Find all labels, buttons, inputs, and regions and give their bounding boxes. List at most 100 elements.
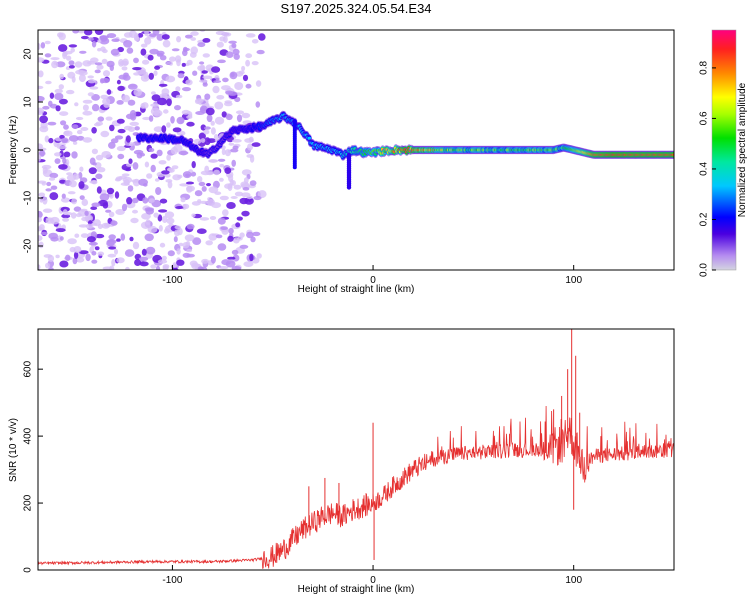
noise-blob	[61, 193, 66, 199]
noise-blob	[167, 250, 175, 257]
colorbar-tick-label: 0.4	[699, 162, 710, 176]
noise-blob	[102, 98, 111, 105]
noise-blob	[94, 122, 101, 127]
noise-blob	[206, 114, 213, 123]
noise-blob	[198, 181, 206, 187]
noise-blob	[143, 183, 148, 187]
noise-blob	[205, 240, 213, 246]
noise-blob	[54, 158, 61, 165]
noise-blob	[186, 185, 196, 192]
noise-blob	[218, 266, 229, 270]
noise-blob	[182, 242, 190, 249]
noise-blob	[73, 251, 79, 259]
noise-blob	[116, 257, 125, 264]
noise-blob	[91, 202, 101, 208]
noise-blob	[225, 51, 234, 58]
noise-blob	[154, 65, 161, 70]
noise-blob	[191, 201, 201, 206]
noise-blob	[212, 85, 220, 94]
noise-blob	[251, 39, 259, 44]
noise-blob	[251, 61, 259, 66]
noise-blob	[170, 146, 178, 155]
noise-blob	[158, 83, 168, 87]
colorbar-label: Normalized spectral amplitude	[737, 82, 748, 217]
noise-blob	[66, 89, 75, 95]
noise-blob	[54, 88, 63, 94]
noise-blob	[44, 53, 52, 58]
noise-blob	[195, 98, 204, 104]
noise-blob	[88, 241, 98, 246]
noise-blob	[185, 181, 195, 185]
noise-blob	[51, 60, 59, 69]
noise-blob	[239, 232, 245, 238]
noise-blob	[95, 154, 104, 161]
noise-blob	[69, 180, 77, 188]
noise-blob	[38, 107, 44, 115]
noise-blob	[94, 69, 101, 74]
noise-blob	[191, 213, 196, 218]
ridge-branch	[346, 185, 352, 190]
noise-blob	[102, 202, 109, 209]
noise-blob	[109, 265, 115, 270]
noise-blob	[63, 124, 69, 130]
noise-blob	[75, 257, 85, 263]
colorbar-tick-label: 0.0	[699, 263, 710, 277]
noise-blob	[239, 244, 249, 249]
noise-blob	[141, 213, 151, 220]
noise-blob	[199, 79, 208, 83]
noise-blob	[146, 173, 153, 179]
noise-blob	[258, 33, 266, 41]
noise-blob	[219, 163, 225, 168]
noise-blob	[78, 70, 88, 76]
noise-blob	[147, 225, 158, 234]
noise-blob	[38, 226, 43, 232]
noise-blob	[91, 40, 97, 48]
noise-blob	[257, 190, 267, 199]
noise-blob	[184, 234, 195, 242]
noise-blob	[123, 72, 129, 77]
noise-blob	[38, 264, 41, 270]
noise-blob	[150, 164, 156, 173]
noise-blob	[94, 246, 100, 251]
noise-blob	[220, 226, 228, 231]
noise-blob	[90, 206, 98, 210]
noise-blob	[62, 51, 68, 57]
noise-blob	[79, 50, 87, 54]
noise-blob	[132, 162, 139, 170]
noise-blob	[172, 262, 177, 269]
spectral-ridge	[135, 110, 674, 190]
noise-blob	[122, 58, 129, 66]
noise-blob	[65, 55, 72, 61]
noise-blob	[79, 195, 85, 201]
noise-blob	[100, 94, 109, 100]
noise-blob	[229, 71, 238, 80]
noise-blob	[133, 149, 144, 155]
noise-blob	[84, 30, 93, 36]
noise-blob	[140, 48, 147, 56]
top-x-ticks: -100 0 100	[162, 265, 582, 286]
noise-blob	[132, 67, 142, 71]
noise-blob	[166, 122, 171, 128]
noise-blob	[192, 70, 198, 76]
colorbar-tick-label: 0.6	[699, 111, 710, 125]
noise-blob	[178, 242, 184, 247]
noise-blob	[157, 97, 167, 106]
noise-blob	[216, 41, 224, 48]
noise-blob	[71, 76, 76, 83]
noise-blob	[72, 141, 78, 145]
noise-blob	[252, 231, 261, 237]
noise-blob	[157, 214, 163, 222]
noise-blob	[214, 116, 225, 125]
noise-blob	[142, 197, 149, 204]
noise-blob	[236, 114, 243, 123]
noise-blob	[213, 80, 222, 83]
noise-blob	[225, 113, 233, 121]
noise-blob	[166, 217, 175, 225]
ridge-branch	[292, 165, 297, 170]
snr-frame	[37, 328, 675, 571]
noise-blob	[200, 170, 211, 176]
noise-blob	[163, 109, 169, 114]
noise-blob	[143, 71, 149, 80]
noise-blob	[210, 255, 216, 264]
